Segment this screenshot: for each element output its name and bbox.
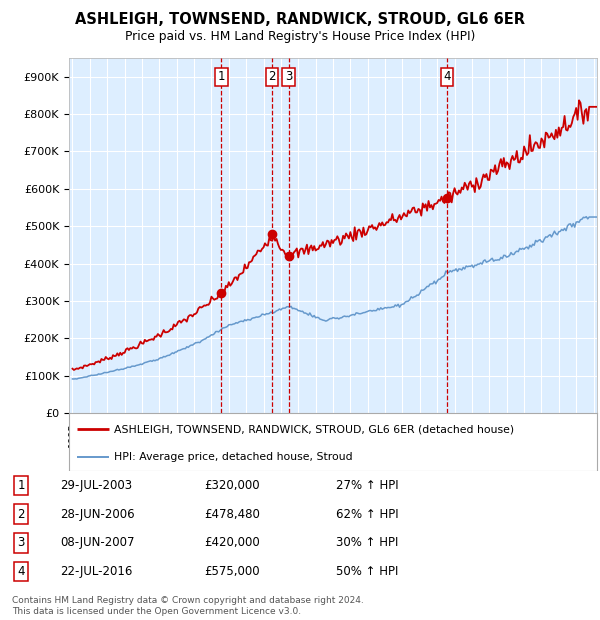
Text: 28-JUN-2006: 28-JUN-2006 (60, 508, 134, 521)
Text: 2: 2 (268, 71, 276, 84)
Text: HPI: Average price, detached house, Stroud: HPI: Average price, detached house, Stro… (114, 451, 353, 461)
Text: Price paid vs. HM Land Registry's House Price Index (HPI): Price paid vs. HM Land Registry's House … (125, 30, 475, 43)
Text: 08-JUN-2007: 08-JUN-2007 (60, 536, 134, 549)
Text: ASHLEIGH, TOWNSEND, RANDWICK, STROUD, GL6 6ER: ASHLEIGH, TOWNSEND, RANDWICK, STROUD, GL… (75, 12, 525, 27)
Text: 1: 1 (17, 479, 25, 492)
Text: 29-JUL-2003: 29-JUL-2003 (60, 479, 132, 492)
Text: £420,000: £420,000 (204, 536, 260, 549)
Text: 3: 3 (17, 536, 25, 549)
Text: 22-JUL-2016: 22-JUL-2016 (60, 565, 133, 578)
Text: ASHLEIGH, TOWNSEND, RANDWICK, STROUD, GL6 6ER (detached house): ASHLEIGH, TOWNSEND, RANDWICK, STROUD, GL… (114, 424, 514, 434)
Text: £575,000: £575,000 (204, 565, 260, 578)
Text: 27% ↑ HPI: 27% ↑ HPI (336, 479, 398, 492)
Text: £320,000: £320,000 (204, 479, 260, 492)
Text: £478,480: £478,480 (204, 508, 260, 521)
Text: 4: 4 (443, 71, 451, 84)
Text: 62% ↑ HPI: 62% ↑ HPI (336, 508, 398, 521)
Text: Contains HM Land Registry data © Crown copyright and database right 2024.
This d: Contains HM Land Registry data © Crown c… (12, 596, 364, 616)
Text: 3: 3 (285, 71, 292, 84)
Text: 4: 4 (17, 565, 25, 578)
Text: 30% ↑ HPI: 30% ↑ HPI (336, 536, 398, 549)
Text: 50% ↑ HPI: 50% ↑ HPI (336, 565, 398, 578)
Text: 1: 1 (218, 71, 225, 84)
Text: 2: 2 (17, 508, 25, 521)
